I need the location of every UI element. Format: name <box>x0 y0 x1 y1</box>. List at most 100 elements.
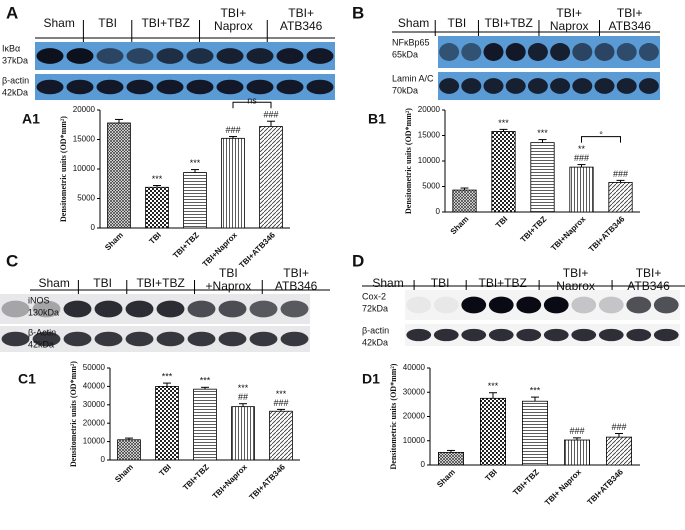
blot-band <box>280 331 309 347</box>
lane-label: ATB346 <box>280 19 323 33</box>
blot-band <box>66 79 94 95</box>
blot-band <box>96 79 124 95</box>
y-tick-label: 10000 <box>403 436 426 445</box>
blot-band <box>616 78 637 94</box>
bar <box>569 166 594 213</box>
blot-band <box>598 328 624 342</box>
y-tick-label: 20000 <box>73 105 96 114</box>
significance: ### <box>574 153 589 163</box>
blot-band <box>63 300 92 318</box>
y-tick-label: 20000 <box>83 418 106 427</box>
blot-label: Cox-2 <box>362 291 386 301</box>
blot-band <box>218 331 247 347</box>
y-tick-label: 0 <box>91 223 96 232</box>
bar <box>117 439 141 461</box>
blot-band <box>306 48 334 64</box>
blot-band <box>32 300 61 318</box>
blot-label: 72kDa <box>362 303 388 313</box>
x-tick-label: TBI <box>494 215 509 230</box>
significance: *** <box>162 371 173 381</box>
x-tick-label: TBI+ATB346 <box>587 214 627 254</box>
sub-panel-label: B1 <box>368 111 386 127</box>
lane-label: Sham <box>372 276 403 290</box>
blot-band <box>594 43 615 61</box>
panel-letter: A <box>6 3 18 22</box>
blot-label: 37kDa <box>2 55 28 65</box>
blot-band <box>626 296 652 314</box>
lane-label: TBI+ <box>636 266 662 280</box>
blot-band <box>276 79 304 95</box>
blot-band <box>461 43 482 61</box>
lane-label: TBI <box>448 16 467 30</box>
significance: *** <box>238 383 249 393</box>
blot-band <box>66 48 94 64</box>
sub-panel-label: D1 <box>362 371 380 387</box>
bar <box>608 182 633 213</box>
blot-band <box>505 78 526 94</box>
bar <box>564 439 591 466</box>
y-tick-label: 15000 <box>418 131 441 140</box>
y-axis-label: Densitometric units (OD*mm²) <box>389 363 398 469</box>
blot-band <box>187 331 216 347</box>
y-axis-label: Densitometric units (OD*mm²) <box>59 116 68 222</box>
blot-band <box>96 48 124 64</box>
blot-band <box>483 78 504 94</box>
blot-band <box>36 48 64 64</box>
bracket-label: ° <box>599 130 603 140</box>
x-tick-label: TBI+ATB346 <box>585 467 625 507</box>
blot-label: NFκBp65 <box>392 37 430 47</box>
significance: *** <box>498 118 509 128</box>
bar <box>155 385 179 461</box>
blot-band <box>516 328 542 342</box>
y-tick-label: 20000 <box>418 105 441 114</box>
significance: ### <box>611 422 626 432</box>
x-tick-label: TBI <box>157 463 172 478</box>
blot-band <box>505 43 526 61</box>
blot-band <box>638 78 659 94</box>
blot-band <box>626 328 652 342</box>
blot-band <box>433 296 459 314</box>
x-tick-label: Sham <box>103 231 125 253</box>
lane-label: ATB346 <box>275 279 318 293</box>
bar <box>437 451 464 466</box>
blot-band <box>156 48 184 64</box>
blot-band <box>653 328 679 342</box>
bar <box>269 410 293 461</box>
blot-label: 70kDa <box>392 85 418 95</box>
lane-label: TBI+TBZ <box>136 276 184 290</box>
significance: ** <box>578 144 586 154</box>
blot-band <box>216 79 244 95</box>
bracket <box>232 101 272 109</box>
lane-label: TBI+TBZ <box>141 16 189 30</box>
blot-band <box>488 296 514 314</box>
blot-band <box>63 331 92 347</box>
blot-band <box>550 43 571 61</box>
blot-band <box>1 300 30 318</box>
significance: ### <box>569 426 584 436</box>
bar <box>259 126 283 229</box>
lane-label: TBI <box>93 276 112 290</box>
y-tick-label: 10000 <box>83 437 106 446</box>
x-tick-label: Sham <box>113 463 135 485</box>
blot-band <box>572 43 593 61</box>
blot-band <box>439 78 460 94</box>
bar <box>479 397 506 466</box>
y-tick-label: 0 <box>101 455 106 464</box>
x-tick-label: TBI+TBZ <box>171 230 201 260</box>
blot-band <box>543 328 569 342</box>
significance: ### <box>225 125 240 135</box>
blot-label: β-actin <box>362 325 389 335</box>
blot-band <box>249 300 278 318</box>
blot-band <box>406 328 432 342</box>
bar <box>193 388 217 461</box>
y-tick-label: 15000 <box>73 135 96 144</box>
blot-label: β-actin <box>2 75 29 85</box>
blot-band <box>461 328 487 342</box>
blot-band <box>653 296 679 314</box>
x-tick-label: TBI+TBZ <box>511 467 541 497</box>
blot-band <box>527 78 548 94</box>
blot-band <box>572 78 593 94</box>
blot-band <box>156 79 184 95</box>
x-tick-label: TBI+ Naprox <box>543 467 583 507</box>
